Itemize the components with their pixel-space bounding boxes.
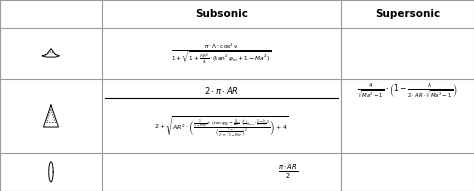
Text: $\frac{\pi\cdot\Lambda\cdot\cos^2\nu}{1+\sqrt{1+\frac{\Lambda R^2}{4}\cdot(\tan^: $\frac{\pi\cdot\Lambda\cdot\cos^2\nu}{1+…	[172, 41, 272, 66]
Text: $\frac{\pi\cdot AR}{2}$: $\frac{\pi\cdot AR}{2}$	[278, 163, 298, 181]
Text: $\frac{4}{\sqrt{Ma^2-1}}\cdot\left(1-\frac{\lambda}{2\cdot AR\cdot\sqrt{Ma^2-1}}: $\frac{4}{\sqrt{Ma^2-1}}\cdot\left(1-\fr…	[357, 81, 458, 100]
Text: Subsonic: Subsonic	[195, 9, 248, 19]
Text: $2\cdot\pi\cdot AR$: $2\cdot\pi\cdot AR$	[204, 85, 239, 96]
Text: Supersonic: Supersonic	[375, 9, 440, 19]
Text: $2+\sqrt{AR^2\cdot\left(\frac{\frac{1}{1-Ma^2}+\left(\tan\varphi_{LE}-\frac{4}{A: $2+\sqrt{AR^2\cdot\left(\frac{\frac{1}{1…	[154, 114, 289, 140]
